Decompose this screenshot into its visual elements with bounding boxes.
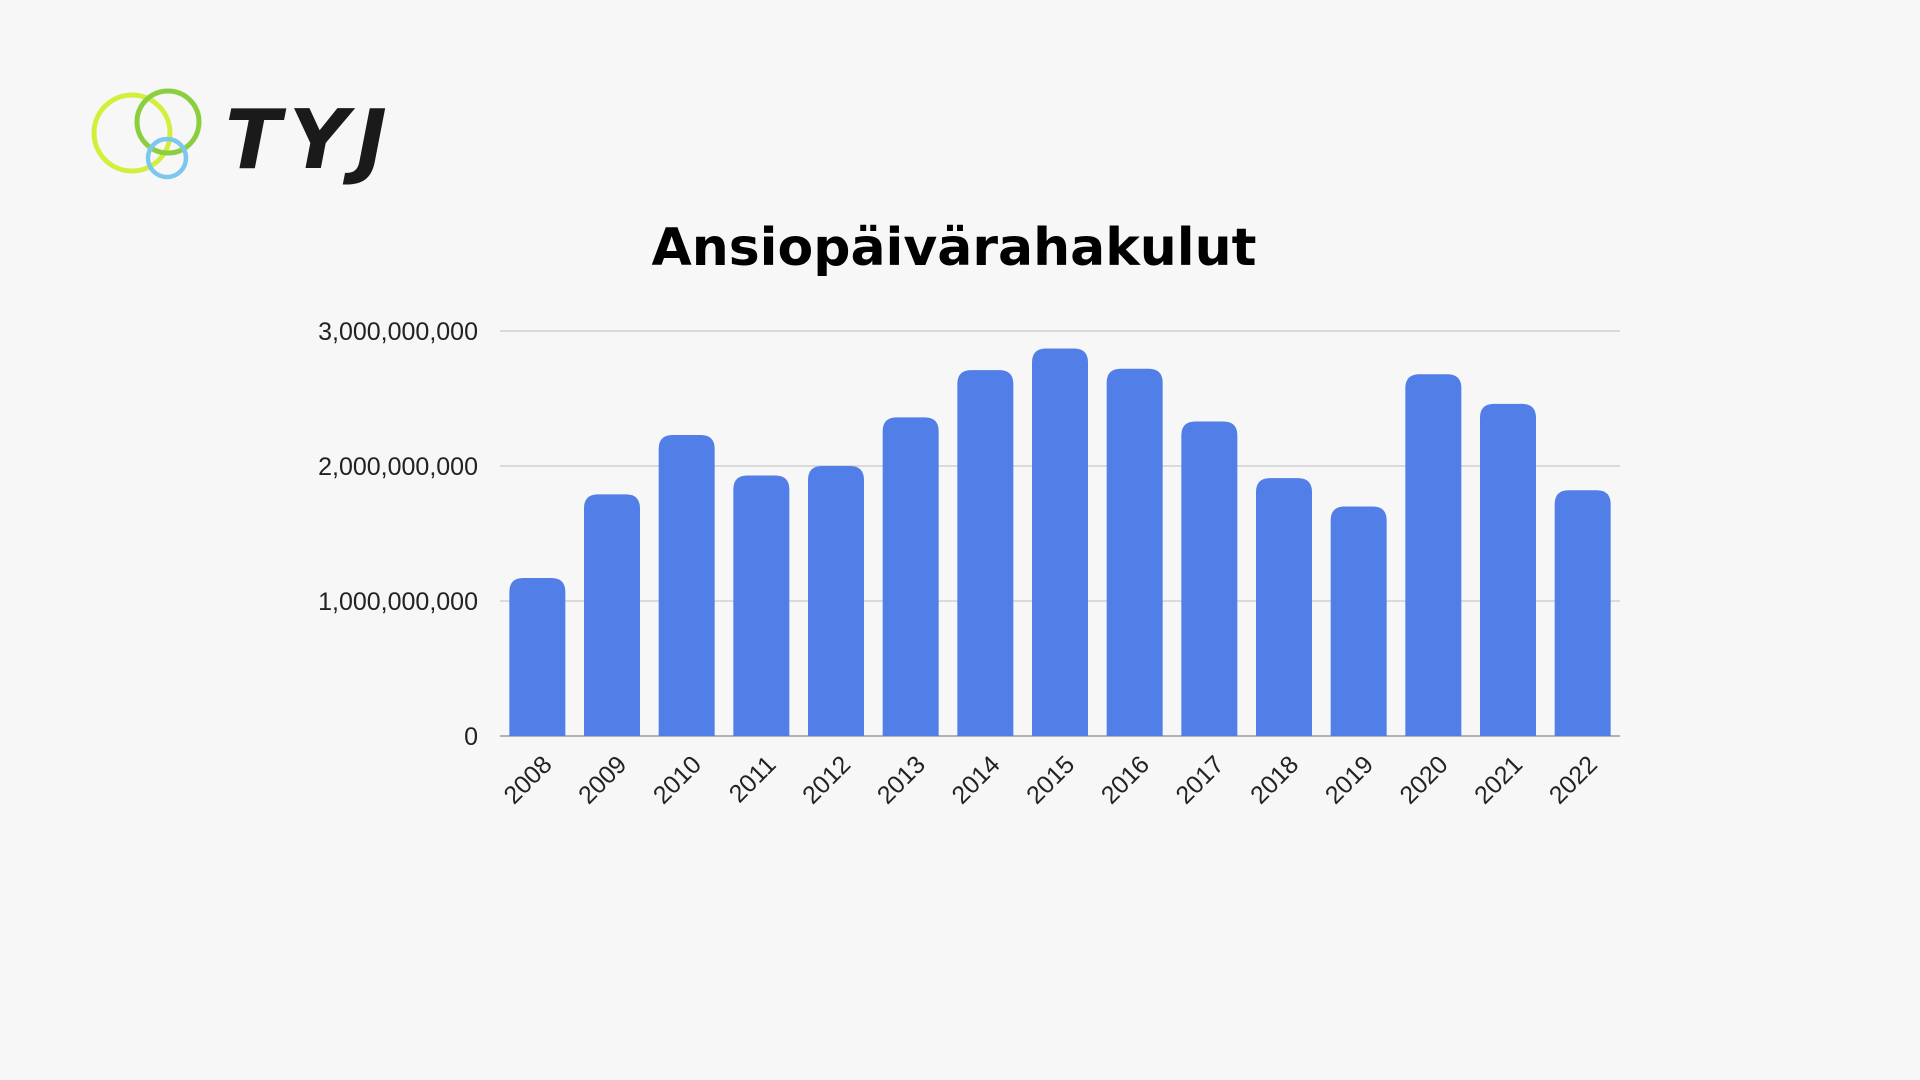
bar-2013 xyxy=(882,417,939,736)
x-tick-label: 2010 xyxy=(648,750,707,809)
x-tick-label: 2011 xyxy=(724,750,782,808)
y-axis-tick-labels: 0 1,000,000,000 2,000,000,000 3,000,000,000 xyxy=(318,318,478,751)
bar-2022 xyxy=(1554,490,1611,736)
logo-ring-top xyxy=(134,88,202,156)
bars xyxy=(509,348,1611,736)
x-axis-tick-labels: 2008 2009 2010 2011 2012 2013 2014 2015 2016 2017… xyxy=(498,750,1602,809)
tyj-logo-graphic: TYJ xyxy=(91,88,395,188)
bar-2012 xyxy=(808,466,864,736)
y-tick-label: 0 xyxy=(464,723,478,751)
tyj-logo: TYJ xyxy=(80,80,400,190)
x-tick-label: 2015 xyxy=(1021,750,1080,809)
logo-ring-large xyxy=(91,92,173,174)
bar-2020 xyxy=(1405,374,1462,736)
x-tick-label: 2013 xyxy=(872,750,931,809)
y-tick-label: 3,000,000,000 xyxy=(318,318,478,346)
logo-ring-small xyxy=(145,136,189,180)
y-tick-label: 2,000,000,000 xyxy=(318,453,478,481)
bar-2008 xyxy=(509,578,566,736)
x-tick-label: 2017 xyxy=(1170,750,1229,809)
x-tick-label: 2008 xyxy=(498,750,557,809)
y-tick-label: 1,000,000,000 xyxy=(318,588,478,616)
bar-2014 xyxy=(957,370,1014,736)
x-tick-label: 2012 xyxy=(797,750,856,809)
x-tick-label: 2009 xyxy=(573,750,632,809)
x-tick-label: 2021 xyxy=(1469,750,1528,809)
x-tick-label: 2018 xyxy=(1245,750,1304,809)
bar-2021 xyxy=(1480,403,1536,736)
bar-2011 xyxy=(733,475,790,736)
bar-2015 xyxy=(1032,348,1088,736)
x-tick-label: 2014 xyxy=(946,750,1005,809)
bar-2019 xyxy=(1330,506,1387,736)
chart-title: Ansiopäivärahakulut xyxy=(651,218,1256,278)
bar-2017 xyxy=(1181,421,1238,736)
bar-2016 xyxy=(1106,368,1163,736)
x-tick-label: 2016 xyxy=(1096,750,1155,809)
bar-2009 xyxy=(584,494,640,736)
bar-2010 xyxy=(658,434,715,736)
logo-text: TYJ xyxy=(225,93,395,188)
x-tick-label: 2022 xyxy=(1544,750,1603,809)
bar-2018 xyxy=(1256,478,1312,736)
x-tick-label: 2020 xyxy=(1394,750,1453,809)
x-tick-label: 2019 xyxy=(1320,750,1379,809)
